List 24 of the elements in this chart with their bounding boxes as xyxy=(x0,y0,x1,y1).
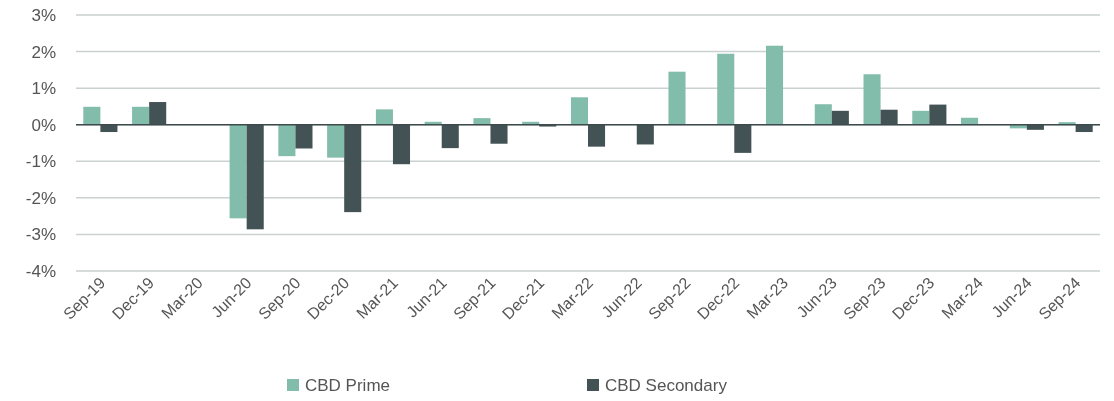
y-tick-label: 1% xyxy=(31,79,56,99)
bar xyxy=(570,97,588,125)
legend-label: CBD Prime xyxy=(305,375,391,395)
bar xyxy=(668,71,686,125)
bar xyxy=(132,106,150,125)
bar xyxy=(83,106,101,125)
y-tick-label: 0% xyxy=(31,115,56,135)
bar xyxy=(717,53,735,125)
bar xyxy=(912,110,930,125)
bar xyxy=(863,74,881,125)
legend-label: CBD Secondary xyxy=(605,375,728,395)
y-tick-label: -2% xyxy=(25,188,56,208)
bar xyxy=(375,109,393,125)
bar xyxy=(765,45,784,125)
y-tick-label: -1% xyxy=(25,152,56,172)
bar xyxy=(327,124,345,158)
bar xyxy=(278,124,296,157)
y-tick-label: -3% xyxy=(25,225,56,245)
y-tick-label: 2% xyxy=(31,42,56,62)
bar xyxy=(229,124,247,219)
bar xyxy=(814,104,832,125)
bar xyxy=(473,118,491,125)
y-tick-label: 3% xyxy=(31,5,56,25)
y-tick-label: -4% xyxy=(25,261,56,281)
